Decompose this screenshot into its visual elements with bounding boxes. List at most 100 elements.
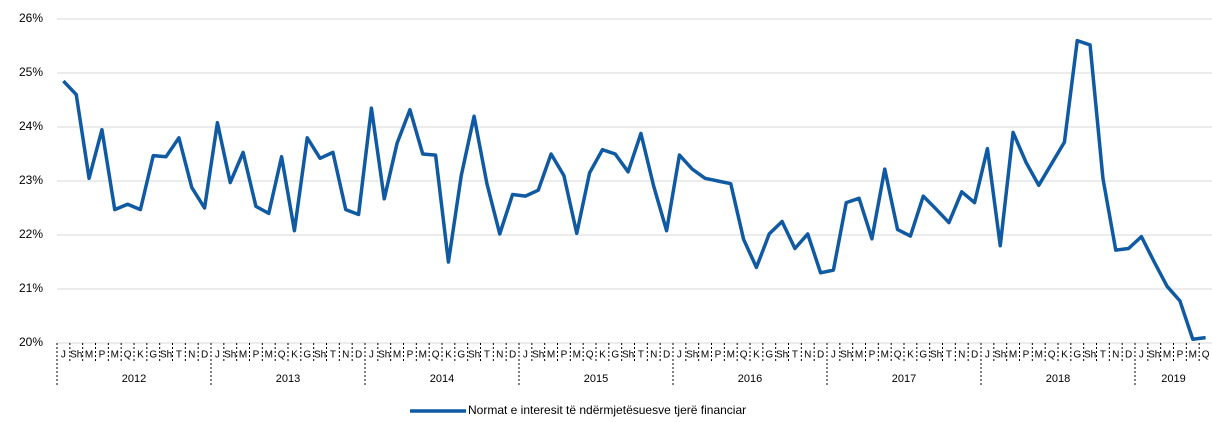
- x-tick-label: G: [611, 350, 619, 361]
- x-tick-label: D: [817, 350, 824, 361]
- x-tick-label: M: [855, 350, 863, 361]
- year-label: 2016: [738, 373, 762, 385]
- x-tick-label: Sh: [930, 350, 942, 361]
- x-tick-label: Q: [278, 350, 286, 361]
- x-tick-label: D: [355, 350, 362, 361]
- year-label: 2018: [1046, 373, 1070, 385]
- x-tick-label: M: [881, 350, 889, 361]
- x-tick-label: Sh: [622, 350, 634, 361]
- x-tick-label: Sh: [314, 350, 326, 361]
- x-tick-label: J: [677, 350, 682, 361]
- x-tick-label: G: [1073, 350, 1081, 361]
- year-label: 2015: [584, 373, 608, 385]
- x-tick-label: K: [907, 350, 914, 361]
- x-tick-label: D: [509, 350, 516, 361]
- x-tick-label: K: [753, 350, 760, 361]
- x-tick-label: G: [457, 350, 465, 361]
- x-tick-label: J: [61, 350, 66, 361]
- x-tick-label: Sh: [776, 350, 788, 361]
- x-tick-label: P: [99, 350, 106, 361]
- x-tick-label: Q: [432, 350, 440, 361]
- y-tick-label: 24%: [19, 119, 43, 133]
- x-tick-label: Sh: [686, 350, 698, 361]
- x-tick-label: Sh: [468, 350, 480, 361]
- x-tick-label: Q: [1048, 350, 1056, 361]
- x-tick-label: Sh: [532, 350, 544, 361]
- x-tick-label: N: [188, 350, 195, 361]
- x-tick-label: Sh: [378, 350, 390, 361]
- x-tick-label: J: [215, 350, 220, 361]
- x-tick-label: T: [330, 350, 336, 361]
- x-tick-label: M: [1035, 350, 1043, 361]
- x-tick-label: G: [919, 350, 927, 361]
- x-tick-label: G: [303, 350, 311, 361]
- x-tick-label: T: [792, 350, 798, 361]
- x-tick-label: M: [1163, 350, 1171, 361]
- x-tick-label: P: [253, 350, 260, 361]
- x-tick-label: J: [1139, 350, 1144, 361]
- y-tick-label: 26%: [19, 11, 43, 25]
- y-tick-label: 23%: [19, 173, 43, 187]
- x-tick-label: M: [573, 350, 581, 361]
- x-tick-label: T: [484, 350, 490, 361]
- x-tick-label: N: [342, 350, 349, 361]
- line: [62, 38, 1206, 341]
- x-tick-label: M: [85, 350, 93, 361]
- y-tick-label: 22%: [19, 227, 43, 241]
- x-tick-label: M: [727, 350, 735, 361]
- y-tick-label: 25%: [19, 65, 43, 79]
- x-tick-label: Q: [1202, 350, 1210, 361]
- x-tick-label: T: [1100, 350, 1106, 361]
- x-tick-label: N: [958, 350, 965, 361]
- x-tick-label: M: [393, 350, 401, 361]
- year-label: 2019: [1161, 373, 1185, 385]
- x-tick-label: Q: [894, 350, 902, 361]
- x-tick-label: P: [869, 350, 876, 361]
- x-tick-label: N: [1112, 350, 1119, 361]
- x-tick-label: Q: [124, 350, 132, 361]
- x-tick-label: D: [201, 350, 208, 361]
- x-tick-label: Sh: [1084, 350, 1096, 361]
- x-tick-label: N: [804, 350, 811, 361]
- x-tick-label: M: [239, 350, 247, 361]
- x-tick-label: P: [561, 350, 568, 361]
- x-tick-label: N: [650, 350, 657, 361]
- x-tick-label: P: [1177, 350, 1184, 361]
- x-tick-label: Sh: [994, 350, 1006, 361]
- x-tick-label: D: [1125, 350, 1132, 361]
- x-tick-label: Sh: [1148, 350, 1160, 361]
- year-label: 2013: [276, 373, 300, 385]
- x-tick-label: M: [1189, 350, 1197, 361]
- x-tick-label: K: [291, 350, 298, 361]
- x-tick-label: Sh: [840, 350, 852, 361]
- x-tick-label: Sh: [160, 350, 172, 361]
- legend-label: Normat e interesit të ndërmjetësuesve tj…: [468, 403, 746, 417]
- year-label: 2012: [122, 373, 146, 385]
- x-tick-label: K: [1061, 350, 1068, 361]
- y-tick-label: 21%: [19, 281, 43, 295]
- x-tick-label: T: [176, 350, 182, 361]
- x-tick-label: Q: [740, 350, 748, 361]
- x-tick-label: P: [407, 350, 414, 361]
- x-tick-label: M: [547, 350, 555, 361]
- x-tick-label: M: [419, 350, 427, 361]
- y-tick-label: 20%: [19, 335, 43, 349]
- x-tick-label: T: [638, 350, 644, 361]
- year-label: 2014: [430, 373, 454, 385]
- x-tick-label: N: [496, 350, 503, 361]
- x-tick-label: M: [265, 350, 273, 361]
- x-tick-label: P: [1023, 350, 1030, 361]
- x-tick-label: G: [765, 350, 773, 361]
- x-tick-label: P: [715, 350, 722, 361]
- x-tick-label: T: [946, 350, 952, 361]
- x-tick-label: G: [149, 350, 157, 361]
- x-tick-label: D: [971, 350, 978, 361]
- x-tick-label: K: [599, 350, 606, 361]
- x-tick-label: J: [985, 350, 990, 361]
- x-tick-label: Sh: [70, 350, 82, 361]
- x-tick-label: M: [111, 350, 119, 361]
- x-tick-label: M: [1009, 350, 1017, 361]
- x-tick-label: J: [523, 350, 528, 361]
- x-tick-label: M: [701, 350, 709, 361]
